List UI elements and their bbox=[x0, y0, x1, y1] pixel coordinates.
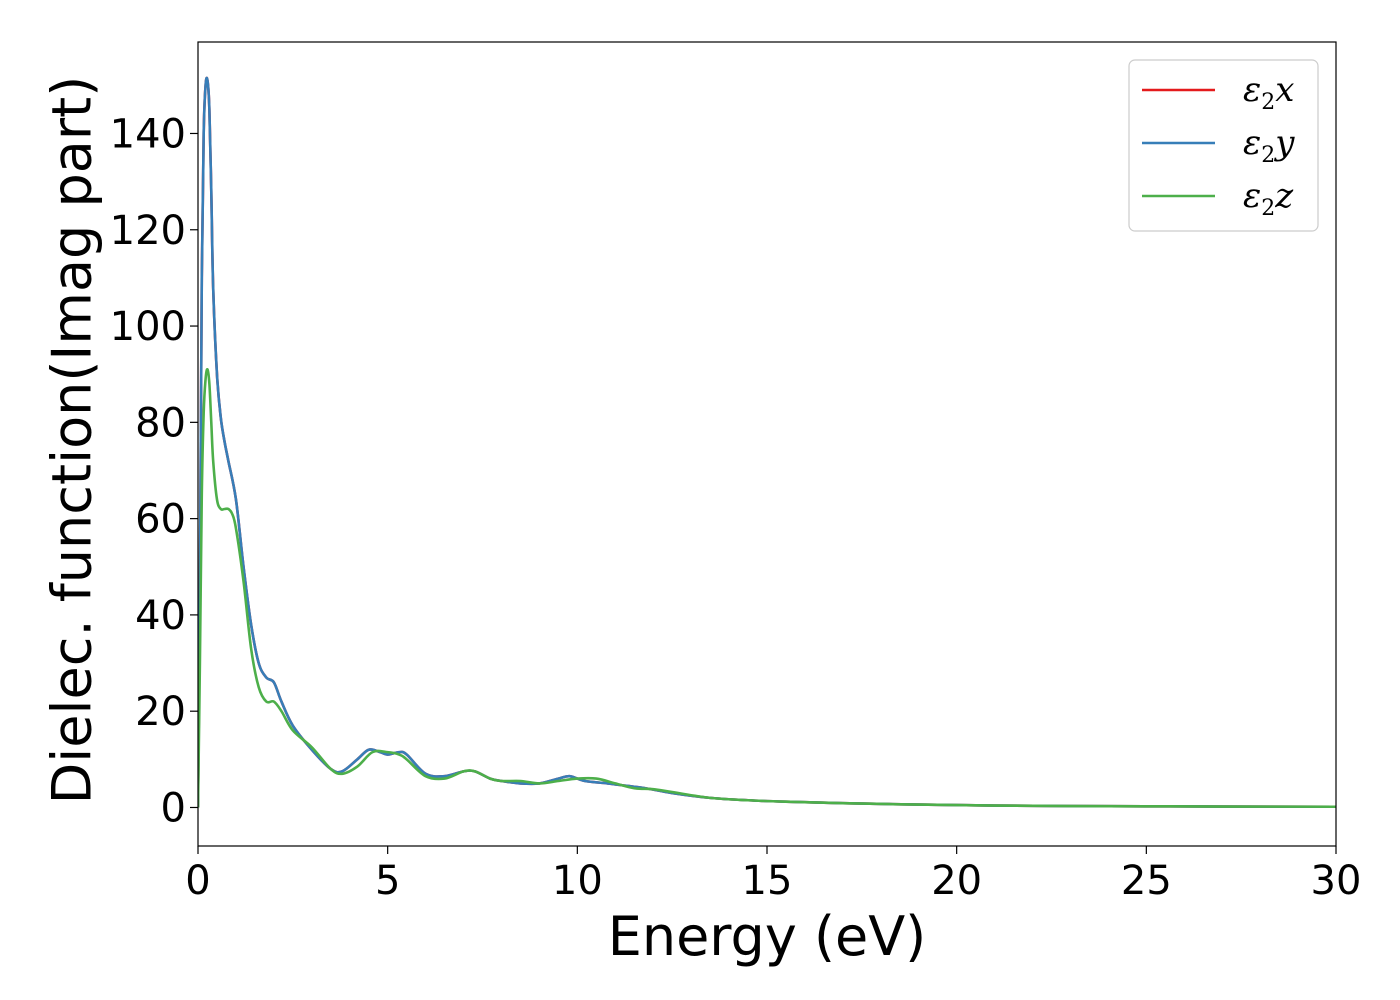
y-tick-label: 40 bbox=[135, 593, 186, 639]
legend-label-x: ε2x bbox=[1243, 70, 1294, 115]
y-axis-label: Dielec. function(Imag part) bbox=[41, 76, 104, 805]
y-tick-label: 100 bbox=[110, 304, 186, 350]
x-tick-label: 25 bbox=[1121, 858, 1172, 904]
y-axis: 0 20 40 60 80 100 120 140 bbox=[110, 111, 198, 831]
x-tick-label: 20 bbox=[931, 858, 982, 904]
y-tick-label: 140 bbox=[110, 111, 186, 157]
x-tick-label: 5 bbox=[375, 858, 400, 904]
y-tick-label: 20 bbox=[135, 689, 186, 735]
legend-box bbox=[1128, 59, 1319, 232]
legend: ε2x ε2y ε2z bbox=[1128, 59, 1319, 232]
series-line-z bbox=[198, 367, 1336, 809]
y-tick-label: 60 bbox=[135, 497, 186, 543]
x-tick-label: 15 bbox=[742, 858, 793, 904]
x-axis: 0 5 10 15 20 25 30 bbox=[185, 846, 1361, 904]
x-tick-label: 10 bbox=[552, 858, 603, 904]
x-tick-label: 0 bbox=[185, 858, 210, 904]
y-tick-label: 120 bbox=[110, 208, 186, 254]
legend-label-y: ε2y bbox=[1243, 123, 1295, 168]
x-tick-label: 30 bbox=[1311, 858, 1362, 904]
series-layer bbox=[198, 76, 1336, 809]
x-axis-label: Energy (eV) bbox=[608, 905, 927, 968]
legend-label-z: ε2z bbox=[1243, 176, 1294, 221]
y-tick-label: 0 bbox=[161, 785, 186, 831]
y-tick-label: 80 bbox=[135, 400, 186, 446]
